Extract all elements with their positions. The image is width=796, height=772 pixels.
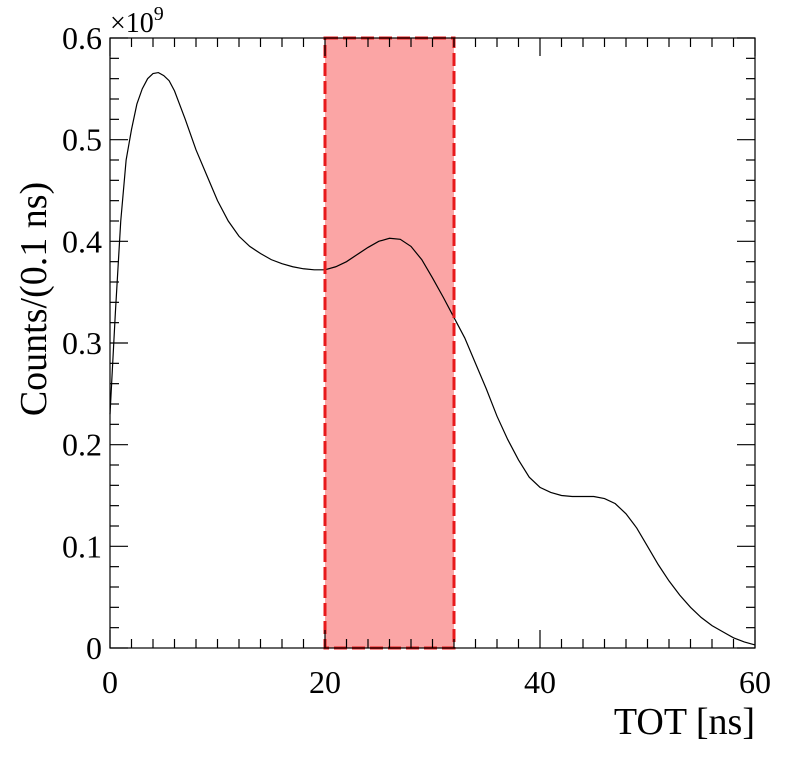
y-tick-label: 0.1 xyxy=(62,528,102,564)
y-tick-label: 0.5 xyxy=(62,122,102,158)
y-tick-label: 0.3 xyxy=(62,325,102,361)
y-tick-label: 0 xyxy=(86,630,102,666)
y-axis-label: Counts/(0.1 ns) xyxy=(13,182,55,416)
x-tick-label: 20 xyxy=(309,664,341,700)
x-tick-label: 0 xyxy=(102,664,118,700)
highlight-region xyxy=(325,38,454,648)
x-axis-label: TOT [ns] xyxy=(614,701,755,743)
axis-ticks xyxy=(109,37,756,649)
y-multiplier-exponent: 9 xyxy=(154,3,164,25)
y-tick-labels: 0 0.1 0.2 0.3 0.4 0.5 0.6 xyxy=(62,20,102,666)
series-line xyxy=(109,71,756,646)
y-tick-label: 0.2 xyxy=(62,427,102,463)
x-tick-labels: 0 20 40 60 xyxy=(102,664,771,700)
y-tick-label: 0.6 xyxy=(62,20,102,56)
y-tick-label: 0.4 xyxy=(62,223,102,259)
x-tick-label: 60 xyxy=(739,664,771,700)
x-tick-label: 40 xyxy=(524,664,556,700)
y-multiplier-label: ×109 xyxy=(110,3,164,39)
